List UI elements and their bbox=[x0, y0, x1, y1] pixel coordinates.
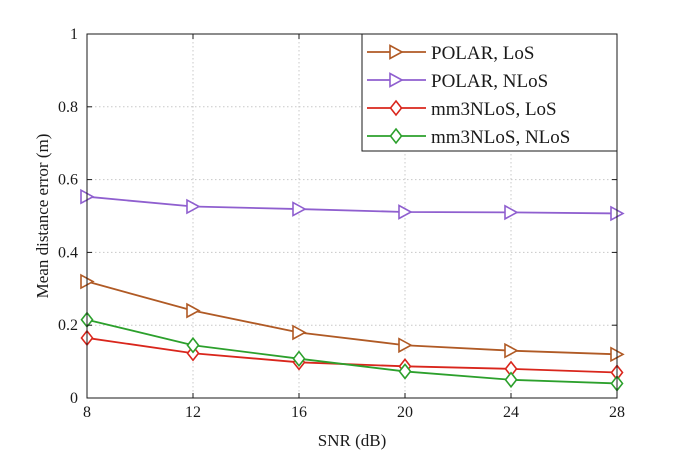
legend-label-polar-los: POLAR, LoS bbox=[431, 43, 534, 64]
data-point-polar-nlos bbox=[398, 204, 413, 220]
x-tick-label: 24 bbox=[503, 404, 519, 421]
data-point-polar-los bbox=[504, 342, 519, 359]
y-tick-label: 1 bbox=[70, 26, 78, 43]
data-point-polar-nlos bbox=[292, 201, 307, 217]
x-tick-label: 20 bbox=[397, 404, 413, 421]
series-line-polar-los bbox=[86, 280, 618, 356]
legend-box bbox=[361, 33, 618, 152]
y-tick-label: 0.8 bbox=[58, 99, 78, 116]
x-tick-label: 28 bbox=[609, 404, 625, 421]
data-point-polar-los bbox=[398, 337, 413, 354]
y-tick-label: 0.6 bbox=[58, 172, 78, 189]
x-tick-label: 16 bbox=[291, 404, 307, 421]
y-tick-label: 0.2 bbox=[58, 317, 78, 334]
data-point-polar-nlos bbox=[186, 198, 201, 215]
data-point-polar-nlos bbox=[504, 204, 519, 221]
y-tick-label: 0 bbox=[70, 390, 78, 407]
legend-marker-mm3nlos-nlos bbox=[389, 127, 403, 145]
legend-label-mm3nlos-nlos: mm3NLoS, NLoS bbox=[431, 127, 570, 148]
legend-marker-polar-nlos bbox=[389, 72, 404, 88]
series-mm3nlos-nlos bbox=[80, 311, 624, 392]
series-line-mm3nlos-nlos bbox=[86, 318, 618, 385]
legend: POLAR, LoS POLAR, NLoS mm3NLoS, LoS mm3NLoS… bbox=[361, 33, 618, 152]
axes: 8 12 16 20 24 28 0 0.2 0.4 0.6 0.8 1 bbox=[58, 26, 625, 421]
y-axis-label: Mean distance error (m) bbox=[33, 134, 52, 299]
data-point-mm3nlos-nlos bbox=[186, 336, 200, 354]
series-line-polar-nlos bbox=[86, 195, 618, 215]
x-axis-label: SNR (dB) bbox=[318, 431, 386, 450]
data-point-polar-los bbox=[292, 324, 307, 341]
data-point-mm3nlos-nlos bbox=[292, 350, 306, 367]
y-tick-label: 0.4 bbox=[58, 244, 78, 261]
plot-frame bbox=[86, 33, 618, 399]
legend-label-mm3nlos-los: mm3NLoS, LoS bbox=[431, 99, 557, 120]
legend-marker-polar-los bbox=[389, 44, 404, 60]
legend-marker-mm3nlos-los bbox=[389, 99, 403, 117]
x-tick-label: 8 bbox=[83, 404, 91, 421]
legend-label-polar-nlos: POLAR, NLoS bbox=[431, 71, 548, 92]
x-tick-label: 12 bbox=[185, 404, 201, 421]
data-point-polar-los bbox=[186, 302, 201, 319]
data-point-mm3nlos-nlos bbox=[504, 371, 518, 389]
data-point-mm3nlos-nlos bbox=[398, 363, 412, 380]
